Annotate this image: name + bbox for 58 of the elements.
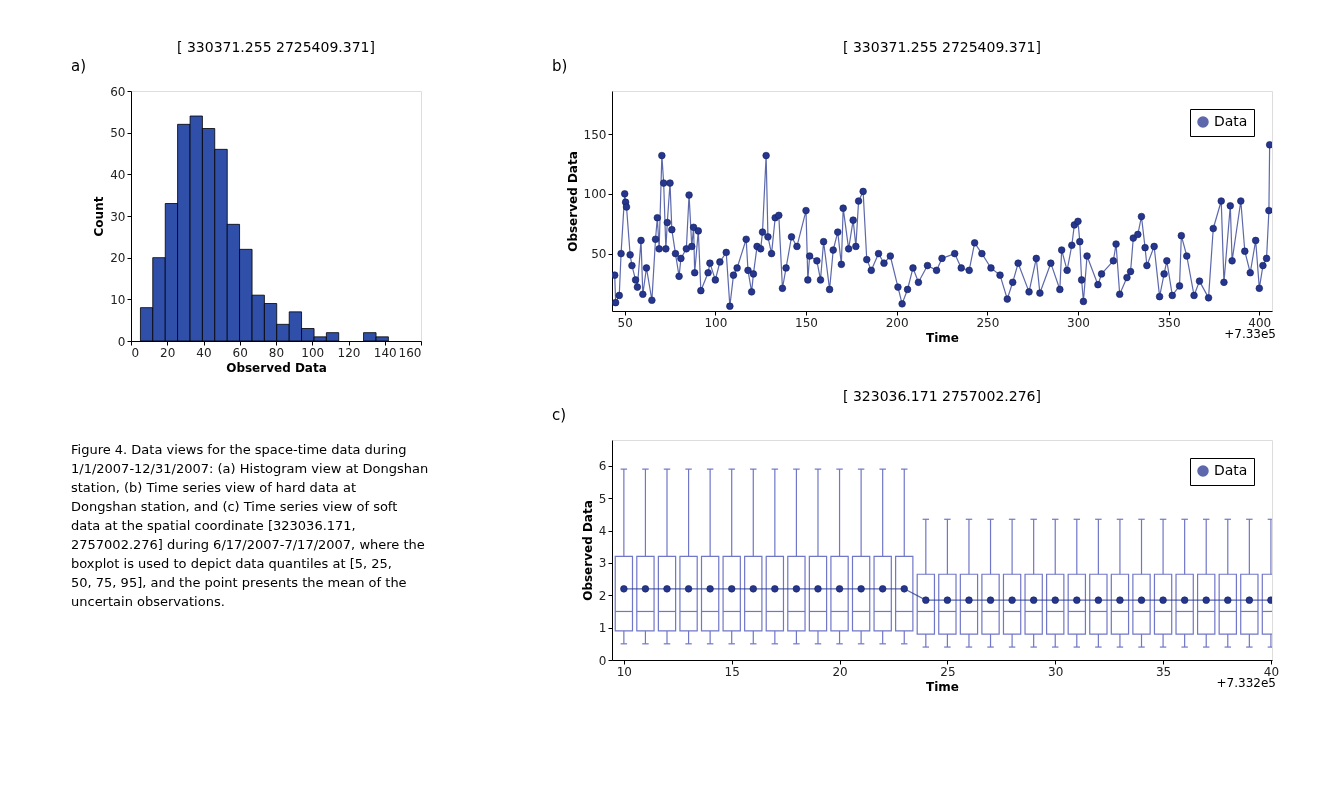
x-tick-label: 350 [1157, 315, 1181, 330]
y-tick-label: 40 [110, 167, 126, 182]
y-tick-label: 0 [117, 334, 126, 349]
x-tick-label: 60 [232, 345, 248, 360]
chart-title: [ 323036.171 2757002.276] [843, 388, 1041, 404]
x-tick-label: 30 [1048, 664, 1064, 679]
x-tick-label: 0 [131, 345, 140, 360]
x-tick-label: 20 [832, 664, 848, 679]
x-tick-label: 150 [795, 315, 818, 330]
x-tick-label: 20 [160, 345, 176, 360]
y-tick-label: 150 [583, 127, 607, 142]
text: c) [552, 406, 567, 424]
y-tick-label: 1 [598, 621, 607, 636]
x-axis-title: Time [926, 330, 959, 345]
y-tick-label: 50 [591, 247, 607, 262]
x-tick-label: 200 [885, 315, 909, 330]
chart-title: [ 330371.255 2725409.371] [177, 39, 375, 55]
x-tick-label: 300 [1067, 315, 1090, 330]
x-axis-title: Observed Data [226, 360, 327, 375]
x-tick-label: 10 [616, 664, 632, 679]
chart-title: [ 330371.255 2725409.371] [843, 39, 1041, 55]
text: b) [552, 57, 568, 75]
y-axis-title: Observed Data [580, 500, 595, 601]
y-tick-label: 0 [598, 653, 607, 668]
x-tick-label: 100 [704, 315, 728, 330]
text: Figure 4. Data views for the space-time data during 1/1/2007-12/31/2007: (a) Histogram view at Dongshan station, (b) Time series view of hard data at Dongshan station, and (c) Time series view of soft data at the spatial coordinate [323036.171, 2757002.276] during 6/17/2007-7/17/2007, where the boxplot is used to depict data quantiles at [5, 25, 50, 75, 95], and the point presents the mean of the uncertain observations. [71, 442, 429, 609]
x-tick-label: 140 [373, 345, 397, 360]
y-tick-label: 20 [110, 251, 126, 266]
x-tick-label: 80 [268, 345, 285, 360]
text: a) [71, 57, 87, 75]
text: +7.332e5 [1216, 676, 1276, 690]
y-tick-label: 50 [110, 126, 126, 141]
y-tick-label: 30 [110, 209, 126, 224]
x-tick-label: 160 [398, 345, 422, 360]
y-tick-label: 2 [598, 588, 607, 603]
y-tick-label: 4 [598, 524, 607, 539]
x-tick-label: 15 [724, 664, 740, 679]
x-tick-label: 35 [1155, 664, 1172, 679]
legend-label: Data [1214, 462, 1248, 478]
x-tick-label: 120 [337, 345, 361, 360]
y-axis-title: Observed Data [565, 151, 580, 252]
legend-label: Data [1214, 113, 1248, 129]
x-tick-label: 400 [1248, 315, 1272, 330]
x-tick-label: 50 [617, 315, 633, 330]
x-tick-label: 25 [940, 664, 956, 679]
x-tick-label: 40 [1263, 664, 1280, 679]
x-tick-label: 250 [976, 315, 1000, 330]
x-tick-label: 100 [301, 345, 325, 360]
y-axis-title: Count [92, 196, 107, 237]
y-tick-label: 3 [598, 556, 607, 571]
y-tick-label: 100 [583, 187, 607, 202]
x-axis-title: Time [926, 679, 959, 694]
y-tick-label: 10 [110, 292, 126, 307]
y-tick-label: 6 [598, 459, 607, 474]
y-tick-label: 5 [598, 491, 607, 506]
x-tick-label: 40 [196, 345, 212, 360]
y-tick-label: 60 [110, 84, 126, 99]
text: +7.33e5 [1224, 327, 1276, 341]
